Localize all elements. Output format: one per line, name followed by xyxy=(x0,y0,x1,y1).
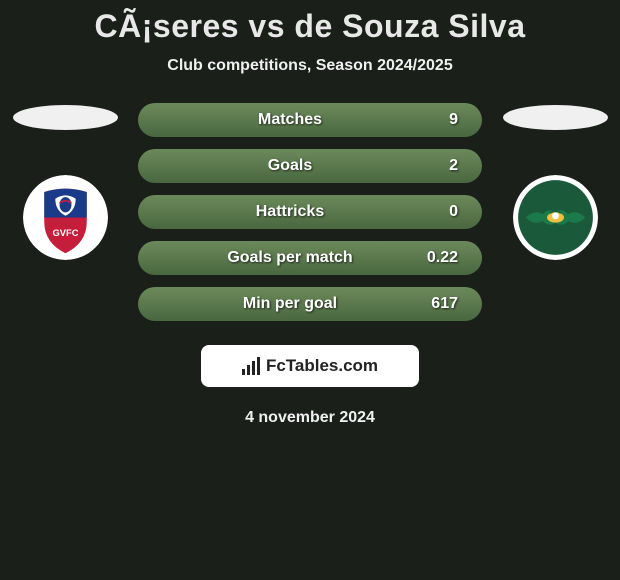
content-row: GVFC Matches9 Goals2 Hattricks0 Goals per m… xyxy=(0,103,620,321)
stat-label: Goals per match xyxy=(138,249,418,267)
player-silhouette-right xyxy=(503,105,608,130)
stat-value: 2 xyxy=(418,157,458,175)
player-silhouette-left xyxy=(13,105,118,130)
site-attribution: FcTables.com xyxy=(201,345,419,387)
club-badge-right xyxy=(513,175,598,260)
left-column: GVFC xyxy=(10,103,120,260)
stat-bar: Goals per match0.22 xyxy=(138,241,482,275)
stats-column: Matches9Goals2Hattricks0Goals per match0… xyxy=(138,103,482,321)
site-label: FcTables.com xyxy=(266,356,378,376)
svg-text:GVFC: GVFC xyxy=(52,228,78,238)
moreirense-logo xyxy=(513,175,598,260)
stat-bar: Goals2 xyxy=(138,149,482,183)
stat-bar: Matches9 xyxy=(138,103,482,137)
date-label: 4 november 2024 xyxy=(0,409,620,427)
stat-label: Matches xyxy=(138,111,418,129)
subtitle: Club competitions, Season 2024/2025 xyxy=(0,57,620,75)
infographic-root: CÃ¡seres vs de Souza Silva Club competit… xyxy=(0,0,620,427)
club-badge-left: GVFC xyxy=(23,175,108,260)
page-title: CÃ¡seres vs de Souza Silva xyxy=(0,8,620,45)
stat-value: 617 xyxy=(418,295,458,313)
right-column xyxy=(500,103,610,260)
stat-value: 9 xyxy=(418,111,458,129)
stat-label: Min per goal xyxy=(138,295,418,313)
gil-vicente-logo: GVFC xyxy=(23,175,108,260)
stat-label: Hattricks xyxy=(138,203,418,221)
stat-value: 0 xyxy=(418,203,458,221)
stat-value: 0.22 xyxy=(418,249,458,267)
stat-bar: Hattricks0 xyxy=(138,195,482,229)
bar-chart-icon xyxy=(242,357,260,375)
stat-label: Goals xyxy=(138,157,418,175)
stat-bar: Min per goal617 xyxy=(138,287,482,321)
